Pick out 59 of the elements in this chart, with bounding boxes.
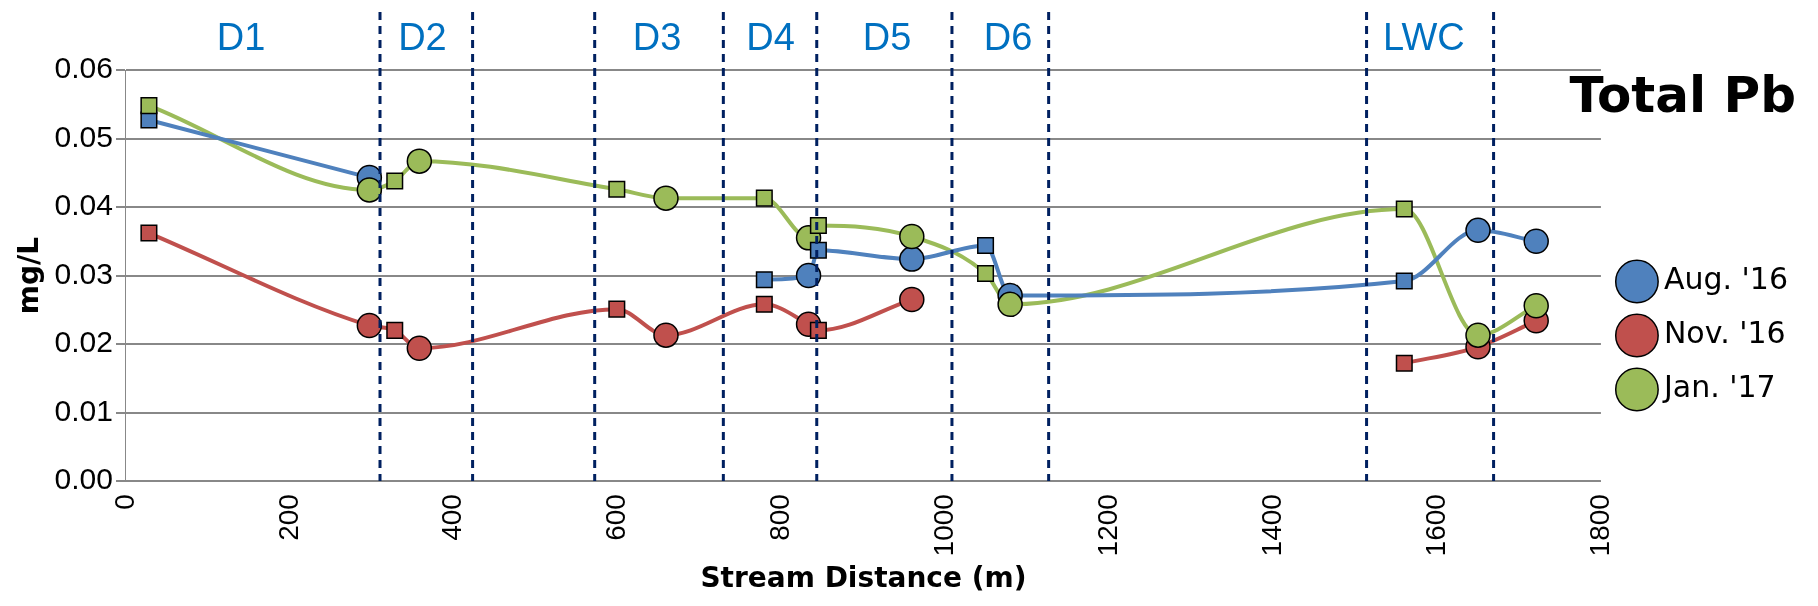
point — [140, 224, 158, 242]
text: D4 — [746, 16, 795, 59]
point — [997, 291, 1023, 318]
point — [1465, 217, 1491, 244]
point — [1395, 200, 1413, 218]
text: D5 — [862, 16, 912, 59]
x-tick-label: 0 — [108, 494, 140, 510]
point — [140, 97, 158, 115]
text: D3 — [632, 16, 682, 59]
text: D1 — [216, 16, 266, 59]
point — [1395, 354, 1413, 372]
x-tick-label: 1800 — [1583, 494, 1615, 557]
point — [977, 236, 995, 254]
x-tick-label: 800 — [764, 494, 796, 541]
point — [1465, 322, 1491, 348]
point — [406, 335, 433, 361]
legend-label: Nov. '16 — [1663, 315, 1786, 351]
y-tick-label: 0.04 — [54, 188, 113, 222]
point — [653, 185, 679, 211]
point — [755, 295, 773, 313]
point — [755, 271, 773, 289]
point — [1395, 272, 1413, 290]
text: D2 — [398, 16, 447, 59]
point — [1523, 292, 1549, 319]
y-tick-label: 0.05 — [54, 119, 113, 153]
point — [795, 262, 822, 289]
y-tick-label: 0.00 — [54, 462, 113, 496]
y-tick-label: 0.06 — [54, 51, 113, 85]
chart-title: Total Pb — [1569, 66, 1796, 124]
point — [653, 322, 679, 348]
y-tick-label: 0.03 — [54, 256, 113, 290]
y-tick-label: 0.01 — [54, 393, 113, 427]
point — [386, 172, 404, 190]
text: D6 — [983, 16, 1033, 59]
point — [977, 264, 995, 283]
text: LWC — [1383, 16, 1465, 59]
x-tick-label: 1000 — [928, 494, 960, 557]
x-tick-label: 1600 — [1419, 494, 1451, 557]
y-axis-title: mg/L — [12, 236, 46, 315]
point — [356, 177, 383, 203]
point — [899, 246, 925, 272]
x-tick-label: 1400 — [1255, 494, 1287, 557]
x-tick-label: 600 — [600, 494, 632, 541]
y-tick-label: 0.02 — [54, 325, 113, 359]
point — [899, 286, 925, 313]
point — [1523, 228, 1549, 255]
point — [356, 312, 383, 339]
x-axis-title: Stream Distance (m) — [700, 561, 1027, 595]
x-tick-label: 400 — [436, 494, 468, 541]
legend-label: Aug. '16 — [1663, 261, 1789, 297]
x-tick-label: 200 — [272, 494, 304, 541]
point — [899, 223, 925, 250]
point — [406, 148, 433, 174]
point — [755, 189, 773, 207]
point — [386, 321, 404, 339]
legend-label: Jan. '17 — [1661, 369, 1776, 405]
x-tick-label: 1200 — [1092, 494, 1123, 557]
point — [608, 180, 626, 198]
point — [608, 300, 626, 318]
